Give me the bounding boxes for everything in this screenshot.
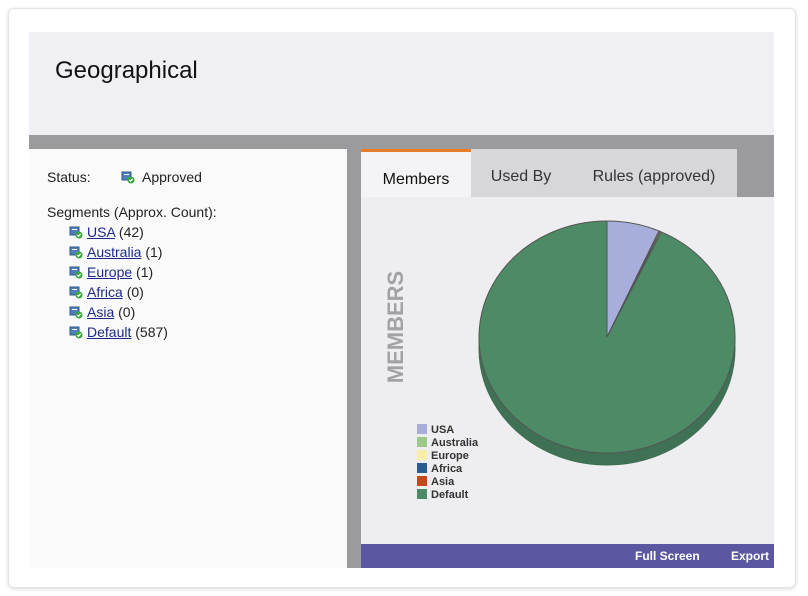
segment-item: Europe (1) xyxy=(69,262,168,282)
legend-label-default: Default xyxy=(431,489,469,501)
full-screen-button[interactable]: Full Screen xyxy=(635,549,700,563)
chart-title: MEMBERS xyxy=(383,271,408,383)
segment-count: (1) xyxy=(136,264,154,280)
pie-slices xyxy=(478,220,736,466)
segment-icon xyxy=(69,266,83,279)
legend-label-africa: Africa xyxy=(431,463,463,475)
members-pie-chart: MEMBERS USAAustraliaEuropeAfricaAsiaDefa… xyxy=(383,220,751,501)
segment-item: Default (587) xyxy=(69,322,168,342)
legend-label-usa: USA xyxy=(431,424,454,436)
segment-link-asia[interactable]: Asia xyxy=(87,304,115,320)
legend-swatch-usa xyxy=(417,424,427,434)
segment-item: Africa (0) xyxy=(69,282,168,302)
legend-label-asia: Asia xyxy=(431,476,455,488)
segment-count: (0) xyxy=(118,304,136,320)
tab-used-by[interactable]: Used By xyxy=(471,149,571,197)
segment-icon xyxy=(69,306,83,319)
segment-item: Asia (0) xyxy=(69,302,168,322)
segment-item: USA (42) xyxy=(69,222,168,242)
chart-footer-bar: Full Screen Export xyxy=(361,544,774,568)
tab-bar: Members Used By Rules (approved) xyxy=(361,149,774,197)
tab-rules-approved[interactable]: Rules (approved) xyxy=(571,149,737,197)
status-label: Status: xyxy=(47,169,91,185)
page-header: Geographical xyxy=(29,32,774,136)
legend-swatch-africa xyxy=(417,463,427,473)
window-frame: Geographical Status: Approved Segments (… xyxy=(8,8,796,588)
segments-heading: Segments (Approx. Count): xyxy=(47,204,217,220)
app-panel: Geographical Status: Approved Segments (… xyxy=(29,32,774,568)
pie-slice-default[interactable] xyxy=(478,220,736,454)
segment-link-australia[interactable]: Australia xyxy=(87,244,142,260)
segment-link-africa[interactable]: Africa xyxy=(87,284,123,300)
segment-count: (587) xyxy=(135,324,168,340)
legend-label-australia: Australia xyxy=(431,437,479,449)
tab-members[interactable]: Members xyxy=(361,149,471,197)
segment-icon xyxy=(69,246,83,259)
segment-icon xyxy=(69,326,83,339)
chart-panel: Members Used By Rules (approved) MEMBERS xyxy=(361,149,774,568)
segment-count: (0) xyxy=(126,284,144,300)
segment-item: Australia (1) xyxy=(69,242,168,262)
members-chart-area: MEMBERS USA Australia Europe Africa Asia Defa… xyxy=(361,197,774,544)
segment-count: (1) xyxy=(145,244,163,260)
segment-link-default[interactable]: Default xyxy=(87,324,132,340)
header-divider-bar xyxy=(29,135,774,149)
legend-swatch-australia xyxy=(417,437,427,447)
legend-swatch-asia xyxy=(417,476,427,486)
approved-icon xyxy=(121,171,135,184)
status-value: Approved xyxy=(142,169,202,185)
segment-icon xyxy=(69,286,83,299)
segment-link-europe[interactable]: Europe xyxy=(87,264,133,280)
legend-swatch-default xyxy=(417,489,427,499)
legend-label-europe: Europe xyxy=(431,450,469,462)
panel-divider xyxy=(347,149,361,568)
status-row: Status: Approved xyxy=(47,169,202,185)
page-title: Geographical xyxy=(55,57,198,84)
segment-count: (42) xyxy=(118,224,144,240)
segment-link-usa[interactable]: USA xyxy=(87,224,116,240)
export-button[interactable]: Export xyxy=(731,549,770,563)
legend-swatch-europe xyxy=(417,450,427,460)
segment-icon xyxy=(69,226,83,239)
details-panel: Status: Approved Segments (Approx. Count… xyxy=(29,149,348,568)
segment-list: USA (42) Australia (1) Europe (1) Africa… xyxy=(69,222,168,342)
